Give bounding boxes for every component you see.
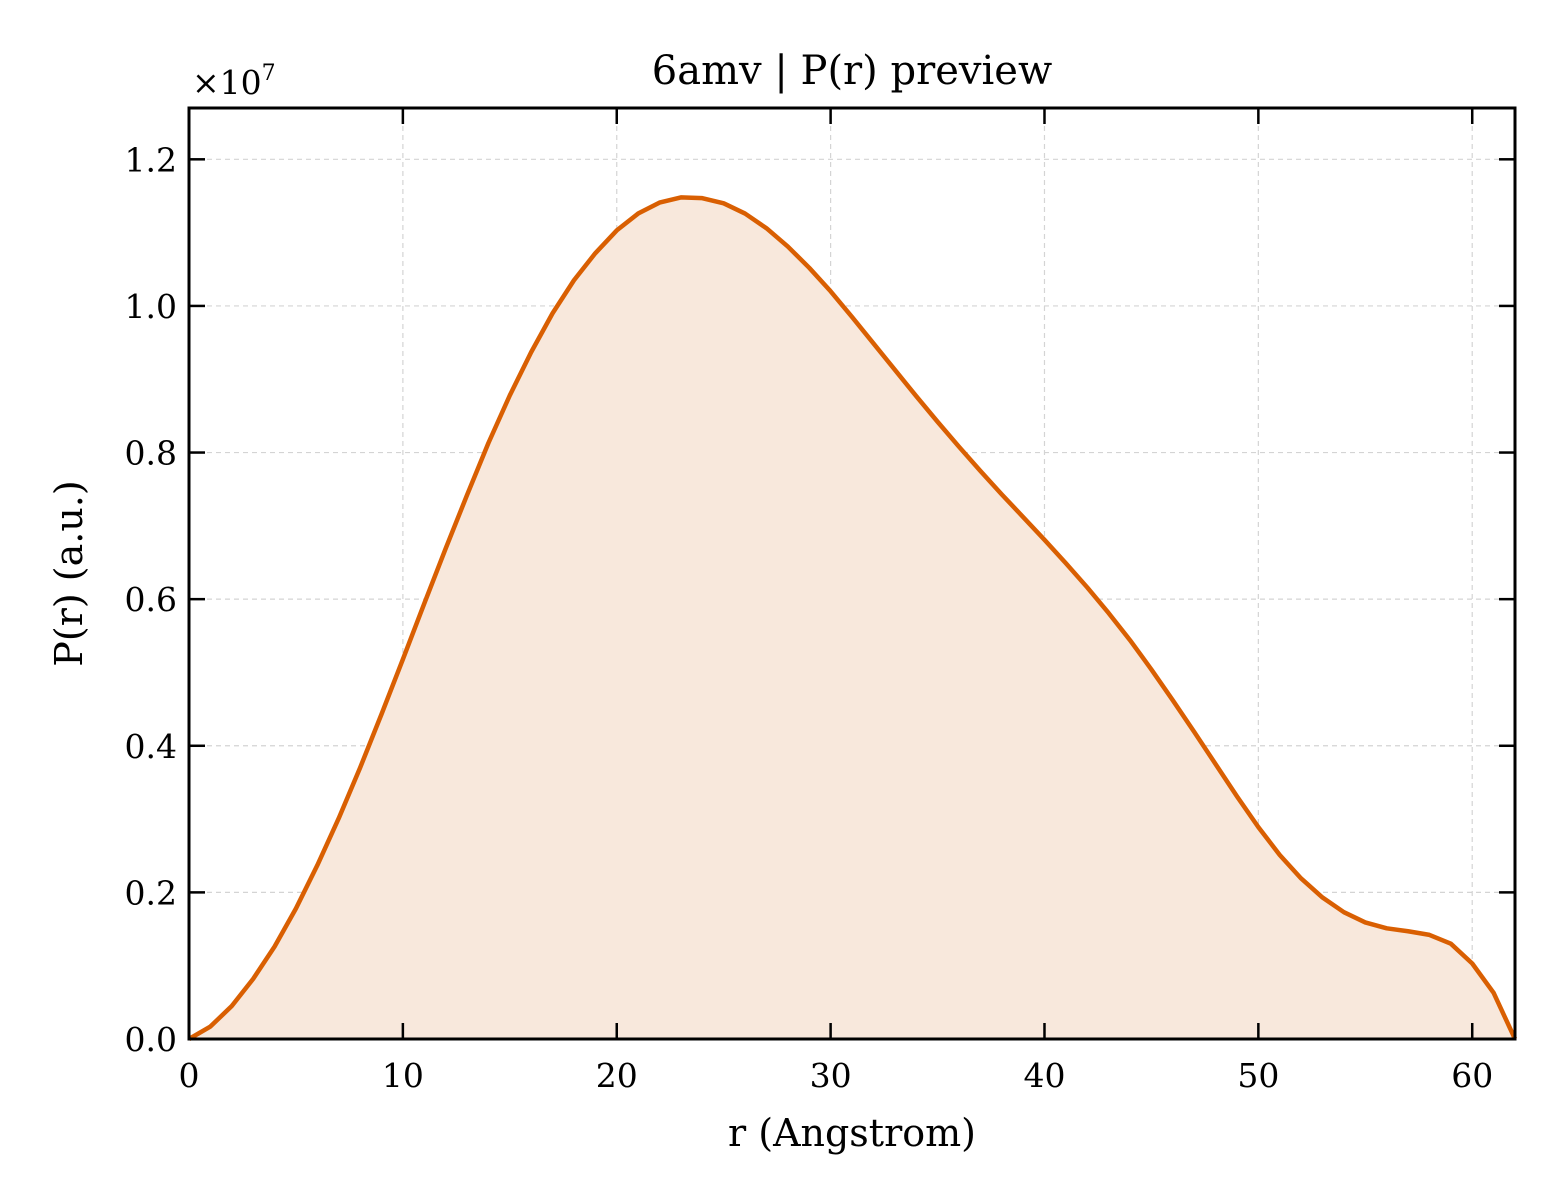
x-tick-label: 20 bbox=[596, 1056, 638, 1095]
y-tick-label: 0.2 bbox=[125, 873, 177, 912]
y-tick-label: 0.0 bbox=[125, 1020, 177, 1059]
plot-frame bbox=[187, 106, 1517, 1041]
x-tick-label: 60 bbox=[1451, 1056, 1493, 1095]
y-axis-label: P(r) (a.u.) bbox=[47, 480, 91, 666]
y-tick-label: 1.0 bbox=[125, 287, 177, 326]
series-line bbox=[187, 195, 1518, 1041]
x-tick-label: 40 bbox=[1023, 1056, 1065, 1095]
y-multiplier-exponent: 7 bbox=[262, 61, 276, 86]
y-tick-label: 0.4 bbox=[125, 727, 177, 766]
x-axis-label: r (Angstrom) bbox=[728, 1111, 976, 1155]
y-tick-label: 0.6 bbox=[125, 580, 177, 619]
y-tick-label: 1.2 bbox=[125, 140, 177, 179]
chart-title: 6amv | P(r) preview bbox=[652, 48, 1052, 94]
y-axis-multiplier: ×107 bbox=[192, 61, 276, 102]
x-tick-label: 50 bbox=[1237, 1056, 1279, 1095]
x-tick-label: 10 bbox=[382, 1056, 424, 1095]
series-area-fill bbox=[189, 197, 1515, 1039]
x-tick-label: 0 bbox=[179, 1056, 200, 1095]
y-multiplier-base: ×10 bbox=[192, 63, 262, 102]
x-tick-label: 30 bbox=[810, 1056, 852, 1095]
y-tick-label: 0.8 bbox=[125, 434, 177, 473]
axis-ticks: 0 10 20 30 40 50 60 0.0 0.2 0.4 0.6 0.8 1.0 1.2 bbox=[125, 108, 1515, 1095]
